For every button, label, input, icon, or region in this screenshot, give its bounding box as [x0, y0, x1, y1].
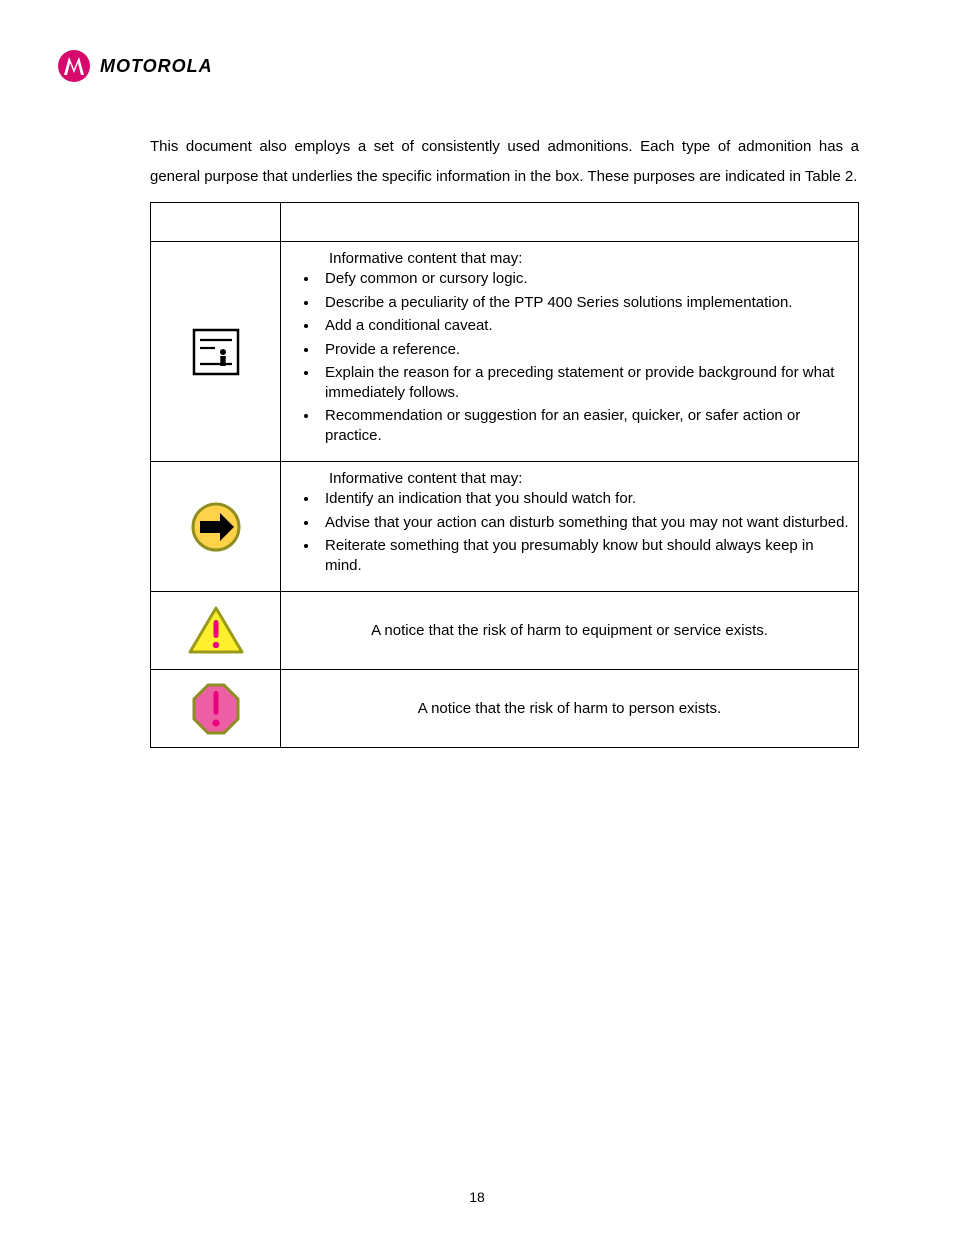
- list-item: Add a conditional caveat.: [319, 316, 850, 336]
- note-bullets: Defy common or cursory logic. Describe a…: [289, 269, 850, 445]
- important-bullets: Identify an indication that you should w…: [289, 489, 850, 575]
- table-row-note: Informative content that may: Defy commo…: [151, 242, 859, 462]
- important-lead: Informative content that may:: [289, 470, 850, 487]
- desc-cell-warning: A notice that the risk of harm to person…: [281, 670, 859, 748]
- desc-cell-caution: A notice that the risk of harm to equipm…: [281, 592, 859, 670]
- list-item: Identify an indication that you should w…: [319, 489, 850, 509]
- header-cell-icon: [151, 203, 281, 242]
- caution-icon: [187, 605, 245, 657]
- table-row-caution: A notice that the risk of harm to equipm…: [151, 592, 859, 670]
- note-lead: Informative content that may:: [289, 250, 850, 267]
- intro-paragraph: This document also employs a set of cons…: [150, 132, 859, 192]
- list-item: Reiterate something that you presumably …: [319, 536, 850, 575]
- list-item: Provide a reference.: [319, 340, 850, 360]
- important-icon: [188, 499, 244, 555]
- table-header-row: [151, 203, 859, 242]
- list-item: Advise that your action can disturb some…: [319, 513, 850, 533]
- icon-cell-important: [151, 462, 281, 592]
- table-row-important: Informative content that may: Identify a…: [151, 462, 859, 592]
- icon-cell-warning: [151, 670, 281, 748]
- desc-cell-note: Informative content that may: Defy commo…: [281, 242, 859, 462]
- table-row-warning: A notice that the risk of harm to person…: [151, 670, 859, 748]
- admonitions-table: Informative content that may: Defy commo…: [150, 202, 859, 748]
- logo-bar: MOTOROLA: [58, 50, 854, 82]
- list-item: Explain the reason for a preceding state…: [319, 363, 850, 402]
- icon-cell-note: [151, 242, 281, 462]
- logo-circle: [58, 50, 90, 82]
- list-item: Defy common or cursory logic.: [319, 269, 850, 289]
- motorola-m-icon: [61, 53, 87, 79]
- warning-icon: [188, 681, 244, 737]
- logo-text: MOTOROLA: [100, 56, 213, 77]
- header-cell-desc: [281, 203, 859, 242]
- list-item: Describe a peculiarity of the PTP 400 Se…: [319, 293, 850, 313]
- desc-cell-important: Informative content that may: Identify a…: [281, 462, 859, 592]
- list-item: Recommendation or suggestion for an easi…: [319, 406, 850, 445]
- page-number: 18: [0, 1189, 954, 1205]
- note-icon: [188, 324, 244, 380]
- icon-cell-caution: [151, 592, 281, 670]
